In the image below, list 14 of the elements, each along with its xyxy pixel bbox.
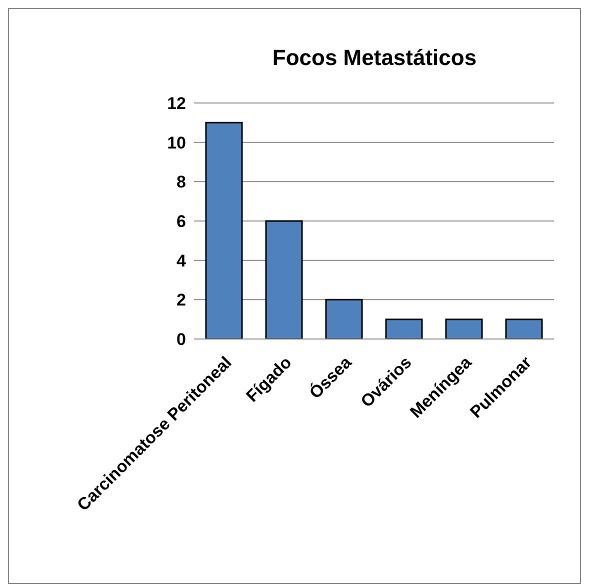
y-tick-label: 8 — [176, 172, 186, 192]
bar — [265, 220, 303, 339]
bar — [325, 298, 363, 339]
y-tick-label: 0 — [176, 330, 186, 350]
bar — [205, 122, 243, 339]
bar — [505, 318, 543, 339]
y-tick-label: 6 — [176, 212, 186, 232]
bar — [445, 318, 483, 339]
y-tick-label: 12 — [167, 94, 186, 114]
y-tick-label: 4 — [176, 251, 187, 270]
chart-title: Focos Metastáticos — [271, 45, 478, 71]
bar — [385, 318, 423, 339]
y-tick-label: 2 — [176, 290, 186, 310]
y-tick-label: 10 — [167, 133, 186, 152]
